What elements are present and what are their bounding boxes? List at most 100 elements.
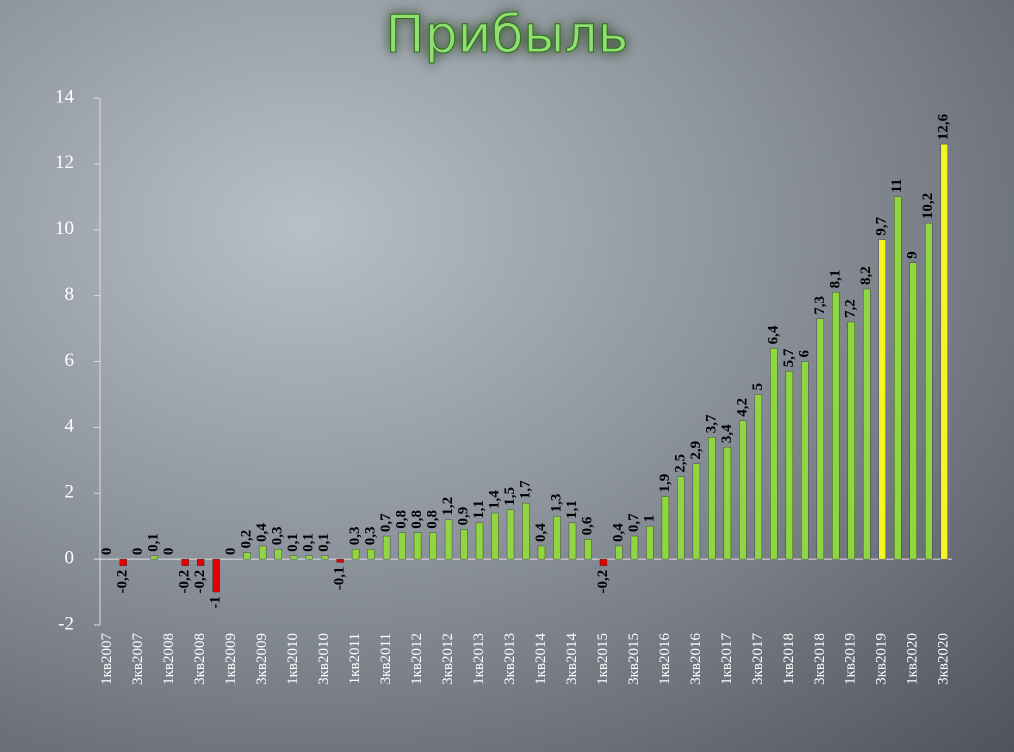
value-label: 0,4: [610, 523, 626, 542]
value-label: 10,2: [920, 193, 936, 219]
y-tick-label: 4: [65, 416, 75, 437]
bar: [196, 558, 205, 566]
bar: [351, 549, 360, 560]
x-tick-label: 1кв2008: [161, 633, 177, 685]
bar: [181, 558, 189, 566]
x-tick-label: 3кв2012: [440, 633, 456, 685]
chart-title: Прибыль: [386, 5, 629, 65]
y-tick-label: 8: [65, 284, 75, 305]
bar: [708, 437, 716, 560]
bar: [801, 361, 809, 560]
x-tick-label: 3кв2019: [874, 633, 890, 685]
bar: [863, 288, 871, 560]
value-label: 3,7: [703, 414, 719, 433]
value-label: 9,7: [874, 216, 890, 235]
bar: [506, 509, 515, 560]
bar: [522, 502, 530, 560]
y-tick-label: 2: [65, 482, 75, 503]
x-tick-label: 1кв2010: [285, 633, 301, 685]
value-label: -0,2: [595, 570, 611, 594]
bar: [894, 196, 902, 560]
y-tick-label: 0: [65, 547, 75, 568]
bar: [847, 321, 856, 560]
value-label: 1,3: [548, 494, 564, 513]
value-label: 0,4: [254, 523, 270, 542]
bar: [491, 512, 499, 560]
x-tick-label: 3кв2007: [130, 633, 146, 685]
value-label: 0,4: [533, 523, 549, 542]
value-label: 6: [796, 350, 812, 358]
value-label: 0,8: [409, 510, 425, 529]
value-label: 1,1: [471, 500, 487, 519]
x-tick-label: 3кв2008: [192, 633, 208, 685]
bar: [398, 532, 406, 560]
bar: [305, 555, 313, 560]
bar: [336, 558, 344, 563]
x-tick-label: 3кв2010: [316, 633, 332, 685]
bar: [460, 529, 468, 560]
x-tick-label: 3кв2009: [254, 633, 270, 685]
value-label: 0,7: [626, 513, 642, 532]
bar: [677, 476, 685, 560]
bar: [584, 539, 592, 560]
bar: [739, 420, 747, 560]
bar: [615, 545, 623, 560]
bar: [367, 549, 375, 560]
value-label: 12,6: [936, 113, 952, 140]
bar: [630, 535, 639, 560]
bar: [320, 555, 329, 560]
value-label: 1: [641, 515, 657, 523]
bar: [599, 558, 608, 566]
value-label: 11: [889, 179, 905, 193]
x-tick-label: 1кв2007: [99, 633, 115, 685]
value-label: 0,3: [363, 526, 379, 545]
value-label: 8,2: [858, 266, 874, 285]
y-tick-label: 6: [65, 350, 75, 371]
value-label: 1,1: [564, 500, 580, 519]
bar: [940, 143, 948, 560]
bar: [770, 348, 778, 560]
bar: [785, 371, 794, 560]
x-tick-label: 1кв2014: [533, 633, 549, 685]
value-label: 7,3: [812, 296, 828, 315]
bar: [754, 394, 763, 560]
value-label: 0: [130, 548, 146, 556]
bar: [553, 516, 561, 560]
bar: [444, 519, 453, 560]
bar: [692, 463, 701, 560]
value-label: 6,4: [765, 325, 781, 344]
x-tick-label: 1кв2009: [223, 633, 239, 685]
value-label: 8,1: [827, 270, 843, 289]
x-tick-label: 1кв2017: [719, 633, 735, 685]
value-label: 0,7: [378, 513, 394, 532]
value-label: 0,1: [146, 533, 162, 552]
value-label: -1: [208, 596, 224, 609]
value-label: -0,2: [192, 570, 208, 594]
y-tick-label: 10: [55, 218, 74, 239]
value-label: 1,2: [440, 497, 456, 516]
value-label: 1,5: [502, 487, 518, 506]
value-label: 0,2: [239, 530, 255, 549]
bar: [119, 558, 127, 566]
value-label: 0,8: [394, 510, 410, 529]
value-label: 0,1: [285, 533, 301, 552]
y-tick-label: 12: [55, 152, 74, 173]
value-label: 7,2: [843, 299, 859, 318]
bar: [723, 446, 732, 560]
value-label: 0: [223, 548, 239, 556]
value-label: -0,2: [177, 570, 193, 594]
value-label: 0,1: [316, 533, 332, 552]
bar: [150, 555, 158, 560]
x-tick-label: 1кв2011: [347, 633, 363, 684]
x-tick-label: 1кв2018: [781, 633, 797, 685]
bar: [382, 535, 391, 560]
value-label: 2,5: [672, 454, 688, 473]
x-tick-label: 3кв2013: [502, 633, 518, 685]
x-tick-label: 3кв2018: [812, 633, 828, 685]
value-label: -0,2: [115, 570, 131, 594]
bar: [258, 545, 267, 560]
value-label: 4,2: [734, 398, 750, 417]
value-label: 0: [161, 548, 177, 556]
x-tick-label: 3кв2020: [936, 633, 952, 685]
